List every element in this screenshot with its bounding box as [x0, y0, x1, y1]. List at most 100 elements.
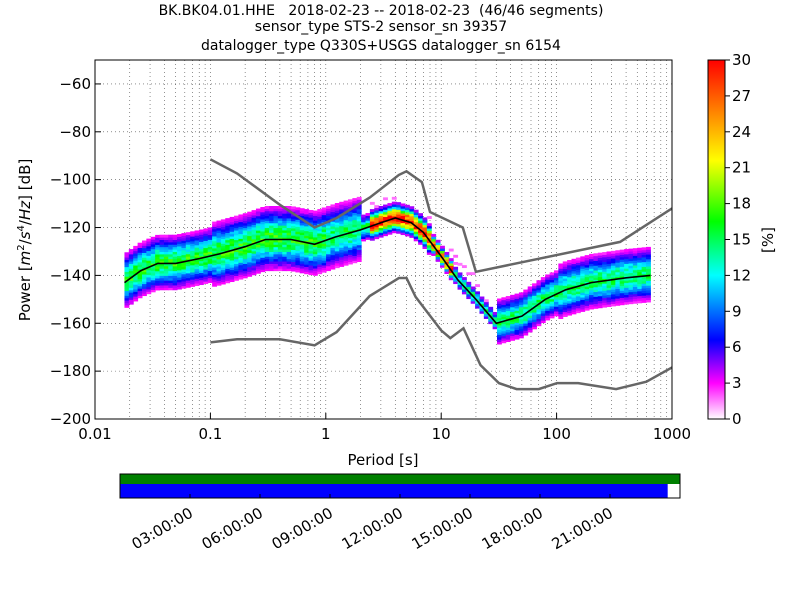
ppsd-cell [558, 296, 564, 300]
ppsd-cell [212, 262, 217, 266]
ppsd-cell [369, 218, 375, 222]
ppsd-cell [177, 253, 182, 257]
ppsd-cell [220, 260, 226, 263]
ppsd-cell [146, 276, 152, 280]
ppsd-cell [518, 318, 524, 322]
ppsd-cell [646, 254, 651, 257]
ppsd-cell [308, 214, 314, 218]
ppsd-cell [124, 302, 130, 306]
ppsd-cell [137, 283, 143, 287]
ppsd-cell [365, 220, 371, 224]
ppsd-cell [606, 282, 612, 286]
ppsd-cell [615, 293, 621, 297]
ppsd-cell [317, 209, 323, 212]
ppsd-cell [339, 230, 345, 234]
ppsd-cell [163, 253, 169, 257]
ppsd-cell [220, 272, 226, 275]
ppsd-cell [378, 225, 384, 229]
ppsd-cell [234, 239, 239, 243]
ppsd-cell [190, 236, 196, 239]
ppsd-cell [610, 279, 616, 283]
ppsd-cell [589, 253, 594, 257]
ppsd-cell [155, 266, 161, 269]
ppsd-cell [277, 256, 283, 260]
ppsd-cell [553, 279, 559, 283]
ppsd-cell [317, 240, 323, 244]
ppsd-cell [128, 277, 134, 281]
ppsd-cell [553, 289, 559, 293]
ppsd-cell [216, 234, 222, 238]
ppsd-cell [580, 277, 586, 281]
ppsd-cell [383, 226, 388, 229]
ppsd-cell [532, 326, 537, 330]
ppsd-cell [163, 282, 169, 286]
ppsd-cell [637, 247, 643, 251]
ppsd-cell [632, 276, 638, 280]
ppsd-cell [260, 257, 266, 261]
ppsd-cell [558, 277, 564, 281]
ppsd-cell [571, 287, 577, 291]
ppsd-cell [347, 213, 353, 217]
colorbar-tick-label: 9 [732, 302, 742, 320]
ppsd-cell [299, 251, 305, 255]
ppsd-cell [518, 311, 524, 315]
ppsd-cell [264, 232, 270, 236]
ppsd-cell [264, 265, 270, 269]
ppsd-cell [580, 268, 586, 272]
ppsd-cell [615, 269, 621, 273]
ppsd-cell [580, 292, 586, 296]
ppsd-cell [198, 272, 204, 276]
ppsd-cell [177, 265, 182, 268]
ppsd-cell [238, 271, 244, 275]
ppsd-cell [606, 272, 612, 276]
ppsd-cell [207, 272, 213, 276]
ppsd-cell [255, 261, 261, 265]
ppsd-cell [584, 283, 590, 287]
ppsd-cell [234, 277, 239, 281]
ppsd-cell [479, 298, 485, 302]
ppsd-cell [185, 241, 191, 245]
ppsd-cell [532, 314, 537, 318]
ppsd-cell [124, 259, 130, 263]
ppsd-cell [124, 304, 130, 308]
ppsd-cell [501, 302, 507, 305]
ppsd-cell [251, 272, 257, 276]
ppsd-cell [593, 303, 599, 307]
ppsd-cell [229, 252, 235, 256]
ppsd-cell [558, 304, 564, 308]
ppsd-cell [190, 271, 196, 275]
ppsd-cell [383, 206, 388, 210]
ppsd-cell [185, 272, 191, 276]
ppsd-cell [475, 296, 480, 300]
ppsd-cell [141, 264, 147, 268]
ppsd-cell [264, 205, 270, 209]
ppsd-cell [295, 252, 301, 256]
ppsd-cell [225, 239, 231, 243]
ppsd-cell [435, 242, 441, 246]
ppsd-cell [194, 249, 200, 253]
ppsd-cell [356, 199, 362, 203]
ppsd-cell [225, 249, 231, 253]
ppsd-cell [286, 268, 292, 272]
ppsd-cell [128, 251, 134, 255]
ppsd-cell [330, 259, 336, 263]
ppsd-cell [536, 320, 542, 324]
ppsd-cell [308, 241, 314, 244]
ppsd-cell [628, 279, 634, 283]
ppsd-cell [242, 246, 248, 250]
ppsd-cell [155, 270, 161, 274]
ppsd-cell [194, 247, 200, 251]
ppsd-cell [404, 233, 410, 237]
ppsd-cell [234, 270, 239, 274]
y-tick-label: −180 [50, 362, 91, 380]
ppsd-cell [264, 249, 270, 252]
ppsd-cell [155, 287, 161, 291]
ppsd-cell [242, 273, 248, 276]
ppsd-cell [580, 265, 586, 269]
ppsd-cell [391, 208, 397, 212]
ppsd-cell [146, 291, 152, 295]
ppsd-cell [457, 262, 463, 266]
ppsd-cell [339, 206, 345, 210]
ppsd-cell [641, 268, 647, 272]
ppsd-cell [558, 280, 564, 284]
